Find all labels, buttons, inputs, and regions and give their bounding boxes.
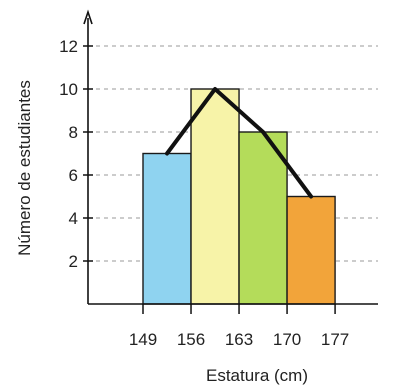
y-tick-label: 12	[59, 37, 78, 56]
x-tick-label: 170	[273, 330, 301, 349]
histogram-bar	[286, 195, 336, 305]
y-axis-title: Número de estudiantes	[15, 80, 34, 256]
histogram-bar	[142, 152, 192, 305]
y-tick-label: 4	[69, 209, 78, 228]
x-axis-title: Estatura (cm)	[206, 366, 308, 385]
x-tick-label: 149	[129, 330, 157, 349]
x-tick-label: 156	[177, 330, 205, 349]
polygon-line	[165, 87, 314, 199]
y-tick-label: 6	[69, 166, 78, 185]
y-ticks: 2 4 6 8 10 12	[59, 37, 93, 271]
y-tick-label: 10	[59, 80, 78, 99]
axes	[83, 9, 378, 305]
y-tick-label: 8	[69, 123, 78, 142]
x-ticks: 149 156 163 170 177	[129, 304, 349, 349]
x-tick-label: 163	[225, 330, 253, 349]
x-tick-label: 177	[321, 330, 349, 349]
bars	[142, 88, 336, 305]
y-tick-label: 2	[69, 252, 78, 271]
y-axis-arrow	[83, 9, 93, 25]
histogram-bar	[190, 88, 240, 305]
frequency-polygon	[165, 87, 314, 199]
